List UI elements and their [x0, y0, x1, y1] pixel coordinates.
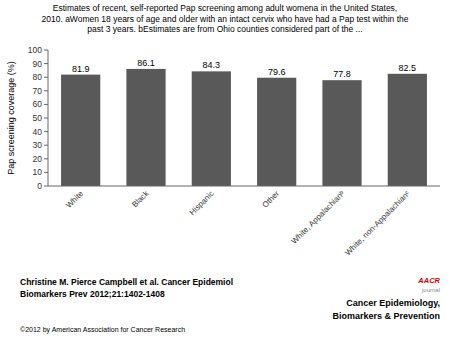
- title: past 3 years. bEstimates are from Ohio c…: [87, 24, 362, 34]
- y-tick-label: 50: [33, 113, 43, 123]
- title: 2010. aWomen 18 years of age and older w…: [42, 14, 409, 24]
- y-tick: [44, 172, 48, 173]
- annotation: Biomarkers Prev 2012;21:1402-1408: [20, 289, 165, 299]
- bar: [322, 80, 361, 186]
- y-tick: [44, 186, 48, 187]
- annotation: Christine M. Pierce Campbell et al. Canc…: [20, 277, 233, 287]
- data-label: 82.5: [399, 63, 417, 73]
- y-tick-label: 0: [37, 181, 42, 191]
- data-label: 84.3: [203, 60, 221, 70]
- y-tick-label: 30: [33, 140, 43, 150]
- y-tick: [44, 118, 48, 119]
- x-tick-label: White, non-Appalachianᶜ: [343, 189, 412, 258]
- chart: Estimates of recent, self-reported Pap s…: [0, 0, 450, 338]
- annotation: AACR: [417, 276, 440, 285]
- y-tick: [44, 145, 48, 146]
- y-tick-label: 70: [33, 86, 43, 96]
- data-label: 81.9: [72, 64, 90, 74]
- y-tick: [44, 104, 48, 105]
- y-tick-label: 100: [28, 45, 42, 55]
- x-tick-label: Other: [261, 189, 282, 210]
- y-tick-label: 80: [33, 72, 43, 82]
- y-tick: [44, 77, 48, 78]
- x-tick-label: White: [64, 189, 85, 210]
- x-tick-label: Hispanic: [188, 189, 216, 217]
- bar: [126, 69, 165, 186]
- bar: [388, 74, 427, 186]
- y-tick: [44, 131, 48, 132]
- chart-container: Estimates of recent, self-reported Pap s…: [0, 0, 450, 338]
- annotation: ©2012 by American Association for Cancer…: [20, 326, 185, 334]
- bar: [257, 78, 296, 186]
- annotation: Biomarkers & Prevention: [332, 311, 440, 321]
- annotation: Cancer Epidemiology,: [346, 298, 440, 308]
- y-tick-label: 40: [33, 127, 43, 137]
- y-tick-label: 10: [33, 167, 43, 177]
- y-tick: [44, 90, 48, 91]
- x-axis-line: [48, 186, 440, 187]
- y-axis-label: Pap screening coverage (%): [6, 61, 16, 175]
- y-tick: [44, 158, 48, 159]
- title: Estimates of recent, self-reported Pap s…: [53, 3, 397, 13]
- data-label: 77.8: [333, 69, 351, 79]
- y-tick: [44, 50, 48, 51]
- x-tick-label: White, Appalachianᵇ: [289, 189, 346, 246]
- y-tick-label: 90: [33, 59, 43, 69]
- bars: [61, 69, 427, 186]
- y-tick: [44, 63, 48, 64]
- data-label: 86.1: [137, 58, 155, 68]
- annotation: journal: [421, 287, 440, 293]
- y-tick-label: 20: [33, 154, 43, 164]
- data-label: 79.6: [268, 67, 286, 77]
- y-tick-label: 60: [33, 99, 43, 109]
- bar: [192, 71, 231, 186]
- x-tick-label: Black: [130, 188, 151, 209]
- bar: [61, 75, 100, 186]
